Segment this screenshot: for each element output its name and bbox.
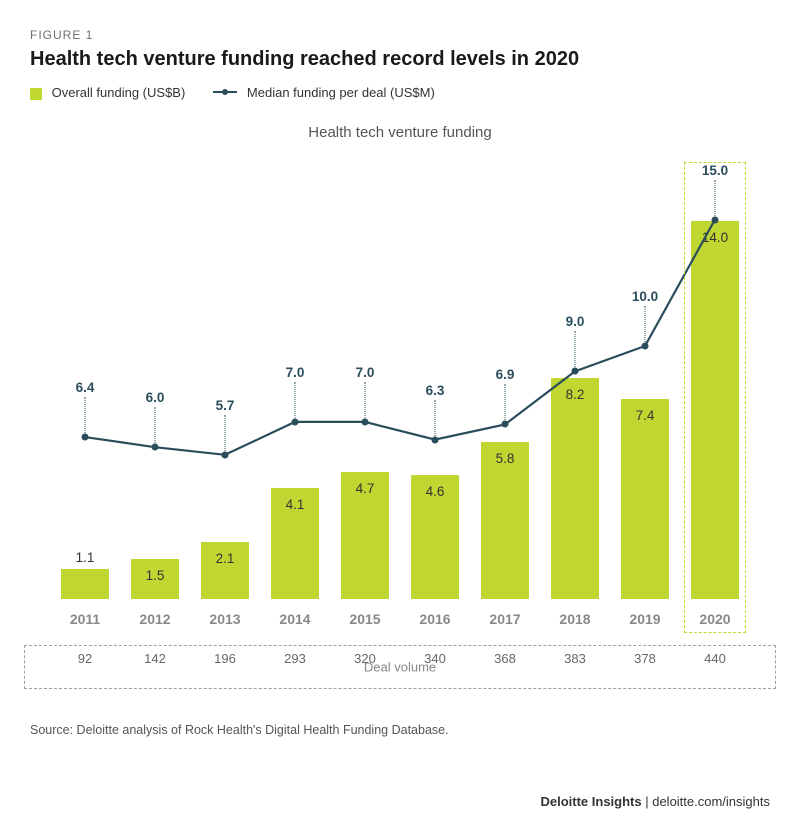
line-marker	[222, 451, 229, 458]
bar-value-label: 1.5	[125, 568, 185, 583]
x-axis-year: 2016	[419, 611, 450, 627]
bar-value-label: 4.7	[335, 481, 395, 496]
line-marker	[362, 418, 369, 425]
line-marker	[82, 434, 89, 441]
footer-url: deloitte.com/insights	[652, 794, 770, 809]
deal-volume-value: 368	[494, 651, 516, 666]
deal-volume-box: Deal volume	[24, 645, 776, 689]
bar	[691, 221, 739, 599]
dotted-stem	[225, 415, 226, 455]
bar	[621, 399, 669, 599]
line-value-label: 7.0	[286, 365, 305, 380]
chart-area: 1.1 6.4 1.5 6.0 2.1 5.7 4.1 7.0 4.7 7.0 4.6 6.3 5.8 6…	[30, 159, 770, 639]
dotted-stem	[295, 382, 296, 422]
line-value-label: 10.0	[632, 289, 658, 304]
dotted-stem	[505, 384, 506, 424]
bar-value-label: 8.2	[545, 387, 605, 402]
bar-value-label: 7.4	[615, 408, 675, 423]
bar-value-label: 4.1	[265, 497, 325, 512]
deal-volume-value: 293	[284, 651, 306, 666]
x-axis-year: 2015	[349, 611, 380, 627]
legend-line-label: Median funding per deal (US$M)	[247, 85, 435, 100]
footer-brand: Deloitte Insights	[540, 794, 641, 809]
bar-value-label: 14.0	[685, 230, 745, 245]
deal-volume-value: 142	[144, 651, 166, 666]
line-value-label: 6.3	[426, 383, 445, 398]
line-swatch-icon	[213, 87, 237, 97]
x-axis-year: 2017	[489, 611, 520, 627]
line-value-label: 5.7	[216, 398, 235, 413]
x-axis-year: 2019	[629, 611, 660, 627]
figure-label: FIGURE 1	[30, 28, 770, 42]
bar-swatch-icon	[30, 88, 42, 100]
bar	[61, 569, 109, 599]
deal-volume-value: 440	[704, 651, 726, 666]
line-marker	[502, 421, 509, 428]
deal-volume-value: 320	[354, 651, 376, 666]
bar-value-label: 1.1	[55, 550, 115, 565]
line-value-label: 9.0	[566, 314, 585, 329]
line-marker	[292, 418, 299, 425]
legend-bar-label: Overall funding (US$B)	[52, 85, 186, 100]
line-value-label: 15.0	[702, 163, 728, 178]
dotted-stem	[435, 400, 436, 440]
line-marker	[572, 368, 579, 375]
line-value-label: 6.4	[76, 380, 95, 395]
dotted-stem	[365, 382, 366, 422]
deal-volume-value: 340	[424, 651, 446, 666]
chart-main-title: Health tech venture funding reached reco…	[30, 48, 770, 71]
x-axis-year: 2011	[70, 611, 100, 627]
legend-line: Median funding per deal (US$M)	[213, 85, 435, 100]
x-axis-year: 2020	[699, 611, 730, 627]
dotted-stem	[645, 306, 646, 346]
x-axis-year: 2013	[209, 611, 240, 627]
x-axis-year: 2014	[279, 611, 310, 627]
line-marker	[432, 436, 439, 443]
deal-volume-value: 196	[214, 651, 236, 666]
dotted-stem	[85, 397, 86, 437]
dotted-stem	[715, 180, 716, 220]
source-note: Source: Deloitte analysis of Rock Health…	[30, 723, 770, 737]
deal-volume-row: Deal volume 9214219629332034036838337844…	[30, 645, 770, 695]
line-marker	[712, 216, 719, 223]
x-axis-year: 2012	[139, 611, 170, 627]
dotted-stem	[155, 407, 156, 447]
line-value-label: 6.0	[146, 390, 165, 405]
legend: Overall funding (US$B) Median funding pe…	[30, 85, 770, 100]
dotted-stem	[575, 331, 576, 371]
footer-attribution: Deloitte Insights | deloitte.com/insight…	[540, 794, 770, 809]
line-marker	[152, 444, 159, 451]
legend-bar: Overall funding (US$B)	[30, 85, 185, 100]
bar-value-label: 2.1	[195, 551, 255, 566]
chart-subtitle: Health tech venture funding	[30, 124, 770, 141]
footer-sep: |	[642, 794, 653, 809]
bar-value-label: 5.8	[475, 451, 535, 466]
bar	[551, 378, 599, 599]
deal-volume-value: 383	[564, 651, 586, 666]
line-value-label: 7.0	[356, 365, 375, 380]
deal-volume-value: 92	[78, 651, 92, 666]
deal-volume-value: 378	[634, 651, 656, 666]
line-value-label: 6.9	[496, 367, 515, 382]
line-marker	[642, 343, 649, 350]
x-axis-year: 2018	[559, 611, 590, 627]
bar-value-label: 4.6	[405, 484, 465, 499]
